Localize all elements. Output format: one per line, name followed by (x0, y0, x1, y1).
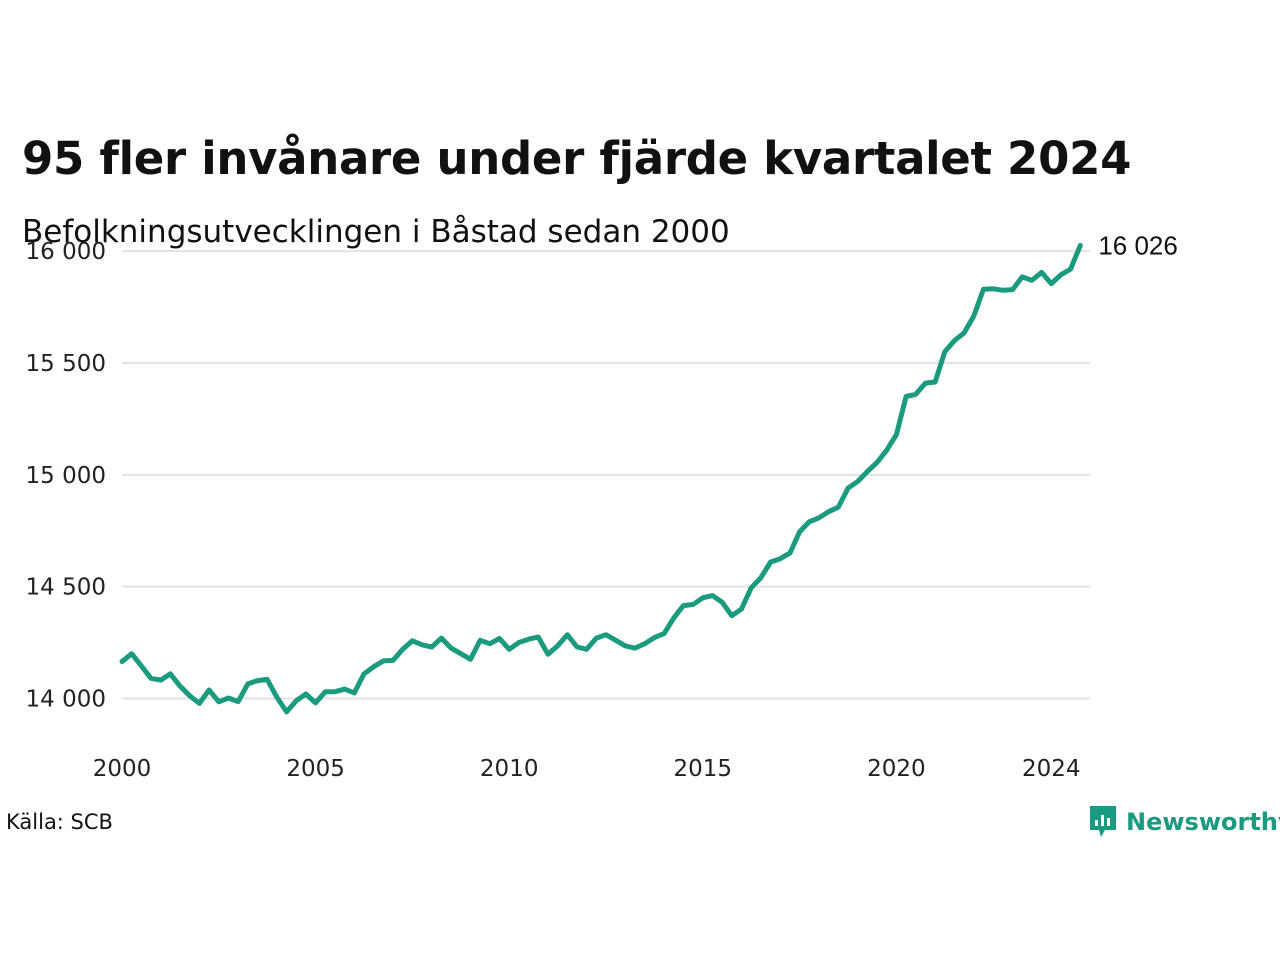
y-axis-ticks: 14 000 14 500 15 000 15 500 16 000 (26, 239, 106, 712)
x-axis-ticks: 2000 2005 2010 2015 2020 2024 (93, 756, 1081, 782)
y-tick-label: 14 500 (26, 575, 106, 601)
series-line-population (119, 242, 1083, 715)
x-tick-label: 2015 (674, 756, 733, 782)
x-tick-label: 2024 (1022, 756, 1081, 782)
brand-name: Newsworthy (1126, 808, 1280, 836)
x-tick-label: 2000 (93, 756, 152, 782)
grid-lines (122, 250, 1090, 700)
newsworthy-logo-icon (1090, 806, 1116, 837)
chart-subtitle: Befolkningsutvecklingen i Båstad sedan 2… (22, 214, 730, 250)
y-tick-label: 16 000 (26, 239, 106, 265)
y-tick-label: 15 000 (26, 463, 106, 489)
brand-logo: Newsworthy (1088, 804, 1280, 840)
end-value-label: 16 026 (1098, 230, 1178, 260)
x-tick-label: 2005 (286, 756, 345, 782)
x-tick-label: 2010 (480, 756, 539, 782)
y-tick-label: 14 000 (26, 686, 106, 712)
source-note: Källa: SCB (6, 810, 113, 834)
y-tick-label: 15 500 (26, 351, 106, 377)
x-tick-label: 2020 (867, 756, 926, 782)
chart-title: 95 fler invånare under fjärde kvartalet … (22, 132, 1132, 185)
